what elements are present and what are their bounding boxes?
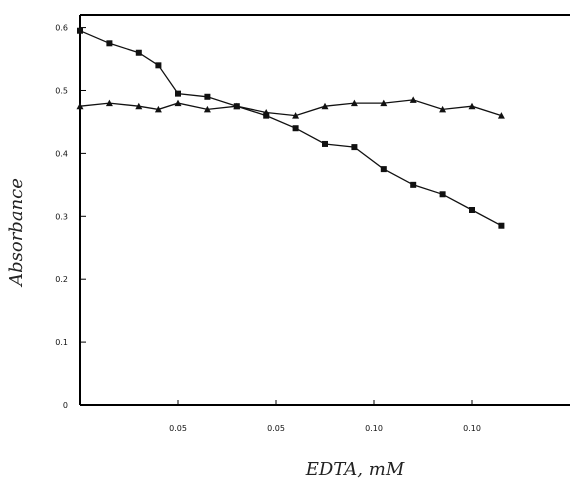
series-0-point-7	[263, 112, 270, 119]
series-0-point-14	[469, 207, 475, 213]
x-tick-label-3: 0.10	[463, 424, 481, 433]
series-0-point-5	[204, 93, 211, 100]
y-tick-label-1: 0.1	[55, 338, 68, 347]
y-tick-label-2: 0.2	[55, 275, 68, 284]
series-1-point-14	[468, 102, 476, 110]
series-1-point-3	[154, 105, 162, 113]
series-1-point-11	[380, 99, 388, 107]
series-1-point-4	[174, 99, 182, 107]
x-axis-title: EDTA, mM	[305, 459, 405, 480]
x-tick-label-0: 0.05	[169, 424, 187, 433]
series-1-point-15	[497, 112, 505, 119]
series-0-point-4	[175, 90, 181, 97]
series-0-point-12	[410, 181, 417, 188]
series-group	[76, 27, 505, 229]
x-tick-label-2: 0.10	[365, 424, 383, 433]
axes	[79, 14, 570, 406]
series-0-point-13	[439, 191, 446, 198]
series-1-point-6	[233, 102, 241, 110]
series-0-point-2	[135, 49, 142, 56]
y-tick-label-3: 0.3	[55, 212, 68, 221]
x-tick-label-1: 0.05	[267, 424, 285, 433]
y-tick-label-6: 0.6	[55, 24, 68, 33]
series-1-point-7	[262, 109, 270, 116]
series-0-point-8	[292, 125, 299, 132]
series-1-point-2	[135, 102, 143, 110]
ticks: 0 0.1 0.2 0.3 0.4 0.5 0.6 0.05 0.05 0.10 0.10	[55, 24, 481, 433]
series-1-line	[79, 99, 502, 117]
series-0-line	[79, 30, 502, 227]
series-1-point-8	[292, 112, 300, 119]
series-1-point-1	[105, 99, 113, 107]
series-0-point-1	[106, 40, 113, 47]
series-1-point-0	[76, 102, 84, 110]
y-tick-label-0: 0	[63, 401, 68, 410]
series-1-point-5	[203, 105, 211, 113]
series-0-point-10	[351, 144, 358, 151]
y-axis-title: Absorbance	[6, 178, 27, 288]
y-tick-label-5: 0.5	[55, 86, 68, 95]
series-0-point-0	[77, 27, 83, 34]
series-1-point-9	[321, 102, 329, 110]
series-1-point-10	[350, 99, 358, 107]
series-0-point-9	[322, 140, 328, 147]
series-1-point-12	[409, 96, 417, 103]
series-0-point-15	[498, 222, 505, 229]
y-tick-label-4: 0.4	[55, 149, 68, 158]
series-0-point-3	[155, 62, 162, 69]
series-1-point-13	[439, 105, 447, 113]
series-0-point-11	[380, 166, 387, 173]
